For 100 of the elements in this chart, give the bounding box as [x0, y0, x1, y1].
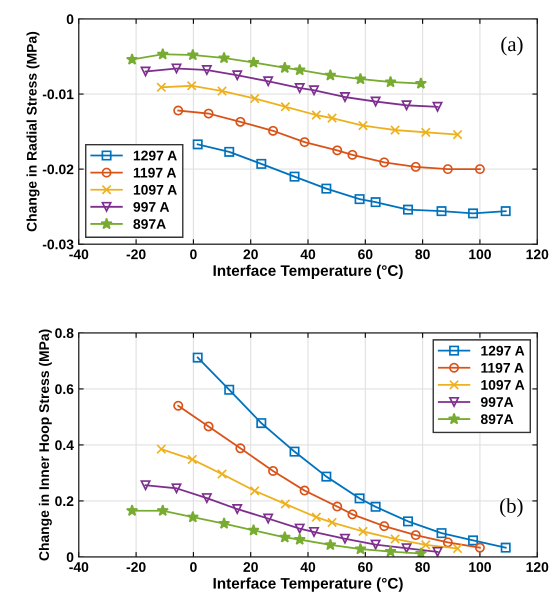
point: [256, 418, 266, 428]
point: [309, 527, 320, 538]
x-tick-label: -20: [126, 249, 146, 260]
legend-label: 1097 A: [134, 184, 177, 195]
point: [171, 64, 182, 74]
legend-label: 1297 A: [134, 150, 177, 160]
point: [309, 85, 320, 96]
point: [186, 48, 199, 60]
point: [186, 510, 199, 522]
y-axis-title: Change in Radial Stress (MPa): [26, 32, 40, 232]
point: [171, 483, 182, 494]
legend-label: 1197 A: [134, 168, 176, 178]
x-tick-label: -20: [126, 562, 146, 572]
point: [156, 444, 166, 454]
x-tick-label: 20: [243, 249, 258, 260]
point: [327, 113, 338, 124]
y-tick-label: 0: [66, 552, 74, 562]
x-axis-title: Interface Temperature (°C): [214, 264, 403, 280]
x-tick-label: 80: [415, 249, 430, 260]
y-tick-label: 0.2: [55, 496, 74, 506]
point: [379, 521, 390, 532]
point: [321, 184, 332, 194]
point: [340, 534, 350, 544]
point: [354, 493, 365, 504]
x-tick-label: 40: [300, 249, 316, 260]
legend-label: 897A: [133, 219, 166, 229]
legend-label: 997A: [480, 397, 514, 407]
point: [311, 110, 322, 120]
point: [442, 164, 453, 174]
point: [204, 108, 214, 119]
point: [263, 76, 274, 86]
y-tick-label: 0.6: [55, 384, 74, 394]
point: [224, 146, 234, 157]
point: [268, 466, 278, 476]
x-tick-label: -40: [69, 249, 88, 260]
point: [192, 352, 203, 363]
y-tick-label: 0: [66, 14, 74, 24]
point: [384, 76, 397, 88]
point: [263, 514, 274, 524]
point: [140, 66, 151, 77]
point: [332, 502, 342, 512]
point: [202, 493, 212, 504]
point: [280, 499, 290, 510]
point: [294, 533, 306, 545]
point: [432, 546, 443, 557]
point: [354, 194, 365, 204]
point: [294, 524, 305, 534]
point: [280, 102, 290, 112]
y-tick-label: -0.01: [42, 89, 74, 100]
point: [204, 421, 214, 432]
annotation: (b): [500, 498, 523, 518]
point: [247, 56, 260, 68]
point: [156, 504, 169, 516]
x-tick-label: 100: [469, 562, 491, 572]
point: [324, 538, 336, 550]
point: [403, 204, 414, 215]
point: [294, 83, 305, 94]
point: [218, 52, 230, 64]
point: [347, 509, 358, 520]
x-tick-label: 40: [300, 562, 316, 572]
point: [436, 528, 447, 538]
point: [232, 504, 242, 514]
point: [278, 530, 291, 543]
legend-label: 997 A: [133, 202, 170, 212]
point: [379, 157, 390, 168]
point: [218, 517, 230, 529]
point: [235, 116, 246, 127]
point: [442, 537, 453, 548]
point: [327, 517, 338, 528]
point: [370, 502, 381, 512]
point: [232, 70, 242, 80]
x-tick-label: 20: [243, 562, 258, 572]
point: [432, 102, 443, 112]
legend-label: 1197 A: [481, 362, 524, 373]
point: [468, 208, 478, 218]
point: [410, 162, 421, 172]
point: [217, 86, 228, 96]
point: [370, 540, 381, 550]
point: [173, 400, 184, 411]
point: [126, 504, 138, 516]
x-tick-label: -40: [69, 562, 88, 572]
point: [347, 150, 358, 160]
y-axis-title: Change in Inner Hoop Stress (MPa): [38, 329, 52, 560]
x-tick-label: 60: [358, 249, 372, 260]
point: [390, 534, 400, 544]
point: [247, 524, 260, 536]
point: [250, 486, 260, 496]
point: [186, 80, 197, 91]
point: [474, 164, 485, 174]
legend-label: 1297 A: [481, 346, 524, 356]
point: [410, 530, 421, 540]
point: [500, 542, 511, 553]
point: [370, 197, 381, 208]
point: [156, 48, 169, 60]
point: [173, 106, 184, 116]
annotation: (a): [501, 36, 523, 56]
x-tick-label: 120: [526, 249, 548, 260]
point: [268, 126, 278, 136]
point: [474, 542, 485, 553]
legend-label: 1097 A: [481, 380, 524, 390]
